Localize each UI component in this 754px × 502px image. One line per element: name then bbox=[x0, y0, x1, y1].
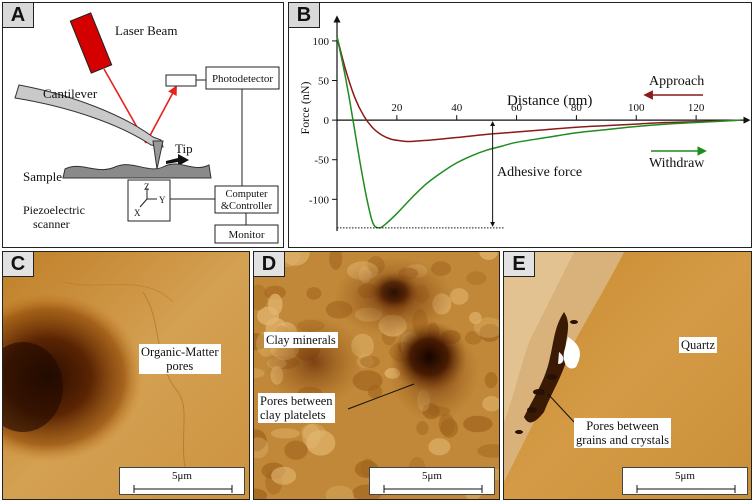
piezo-label-1: Piezoelectric bbox=[23, 203, 85, 217]
axis-y-label: Y bbox=[159, 195, 166, 205]
x-tick-label: 20 bbox=[391, 102, 403, 114]
pores-between-clay-label: Pores between clay platelets bbox=[258, 393, 335, 423]
series-line-withdraw bbox=[336, 36, 742, 229]
adhesive-force-label: Adhesive force bbox=[497, 165, 582, 180]
computer-label-1: Computer bbox=[226, 189, 268, 200]
computer-box bbox=[214, 185, 279, 214]
x-tick-label: 100 bbox=[628, 102, 645, 114]
cantilever-label: Cantilever bbox=[43, 86, 98, 101]
scale-bar-e: 5μm bbox=[622, 467, 748, 495]
axis-x-label: X bbox=[134, 208, 141, 218]
organic-matter-pores-label: Organic-Matter pores bbox=[139, 344, 221, 374]
monitor-label: Monitor bbox=[228, 229, 264, 241]
cantilever bbox=[14, 84, 164, 148]
laser-beam-label: Laser Beam bbox=[115, 23, 177, 38]
scale-bar-d: 5μm bbox=[369, 467, 495, 495]
photodiode-box bbox=[165, 74, 197, 87]
afm-tip bbox=[152, 140, 164, 170]
series-line-approach bbox=[336, 36, 742, 143]
withdraw-legend-label: Withdraw bbox=[649, 156, 705, 171]
panel-a-label: A bbox=[3, 3, 34, 28]
computer-label-2: &Controller bbox=[221, 201, 273, 212]
y-tick-label: -100 bbox=[309, 194, 330, 206]
laser-source bbox=[69, 12, 113, 74]
pores-between-grains-label: Pores between grains and crystals bbox=[574, 418, 672, 448]
panel-c-label: C bbox=[3, 252, 34, 277]
photodetector-label: Photodetector bbox=[212, 73, 273, 85]
y-tick-label: 100 bbox=[313, 36, 330, 48]
force-distance-chart: 100 50 0 -50 -100 20 40 60 80 100 120 Distance (nm… bbox=[298, 15, 751, 231]
quartz-label: Quartz bbox=[679, 337, 718, 353]
x-tick-label: 60 bbox=[511, 102, 523, 114]
scan-direction-arrow bbox=[166, 154, 189, 166]
y-tick-label: 0 bbox=[324, 115, 330, 127]
afm-image-quartz bbox=[504, 252, 751, 499]
panel-d-image: D Clay minerals Pores between clay platel… bbox=[253, 251, 500, 500]
x-tick-label: 80 bbox=[571, 102, 583, 114]
clay-minerals-label: Clay minerals bbox=[264, 332, 338, 348]
x-tick-label: 40 bbox=[451, 102, 463, 114]
panel-e-image: E Quartz Pores between grains and crystal… bbox=[503, 251, 752, 500]
y-axis-title: Force (nN) bbox=[298, 82, 312, 135]
panel-d-label: D bbox=[254, 252, 285, 277]
panel-b-label: B bbox=[289, 3, 320, 28]
axis-z-label: Z bbox=[144, 182, 150, 192]
piezo-scanner-box bbox=[127, 179, 171, 222]
x-axis-title: Distance (nm) bbox=[507, 93, 592, 109]
sample-surface bbox=[62, 163, 212, 179]
panel-a-schematic: A Laser Beam Photodetector Cantilever Ti… bbox=[2, 2, 284, 248]
afm-image-organic-matter bbox=[3, 252, 249, 499]
y-tick-label: -50 bbox=[314, 155, 329, 167]
panel-b-force-curve: B 100 50 0 -50 -100 20 40 60 80 100 120 Distance (… bbox=[288, 2, 752, 248]
piezo-label-2: scanner bbox=[33, 217, 70, 231]
y-tick-label: 50 bbox=[318, 76, 330, 88]
x-tick-label: 120 bbox=[688, 102, 705, 114]
tip-label: Tip bbox=[175, 141, 193, 156]
afm-image-clay-minerals bbox=[254, 252, 499, 499]
laser-ray-reflected bbox=[145, 85, 177, 144]
afm-schematic: Laser Beam Photodetector Cantilever Tip … bbox=[14, 12, 280, 244]
scale-bar-c: 5μm bbox=[119, 467, 245, 495]
sample-label: Sample bbox=[23, 169, 62, 184]
axes-icon bbox=[139, 188, 157, 208]
approach-legend-label: Approach bbox=[649, 74, 704, 89]
monitor-box bbox=[214, 224, 279, 244]
panel-e-label: E bbox=[504, 252, 535, 277]
panel-c-image: C Organic-Matter pores 5μm bbox=[2, 251, 250, 500]
